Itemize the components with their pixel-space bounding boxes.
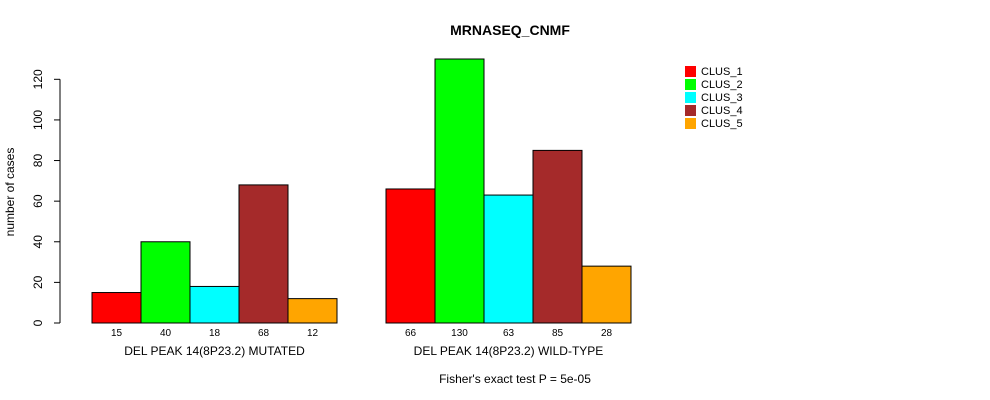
bar-clus-4-group-2: [532, 149, 583, 324]
legend-swatch-clus-1: [685, 66, 696, 77]
bar-clus-1-group-1: [91, 292, 142, 324]
legend-label: CLUS_1: [701, 66, 743, 78]
bar-value-label: 63: [503, 328, 515, 339]
bar-value-label: 12: [307, 328, 319, 339]
legend-swatch-clus-4: [685, 105, 696, 116]
bar-clus-4-group-1: [238, 184, 289, 324]
bar-value-labels: 15 40 18 68 12 66 130 63 85 28: [111, 328, 613, 339]
bar-clus-2-group-1: [140, 241, 191, 324]
chart-title: MRNASEQ_CNMF: [450, 22, 570, 38]
bar-value-label: 66: [405, 328, 417, 339]
fisher-test-footnote: Fisher's exact test P = 5e-05: [439, 372, 591, 386]
group-label-2: DEL PEAK 14(8P23.2) WILD-TYPE: [414, 344, 604, 358]
legend-swatch-clus-5: [685, 118, 696, 129]
y-tick-label: 0: [31, 319, 45, 326]
legend-label: CLUS_5: [701, 118, 743, 130]
bar-value-label: 15: [111, 328, 123, 339]
bar-value-label: 68: [258, 328, 270, 339]
bar-value-label: 85: [552, 328, 564, 339]
bar-value-label: 18: [209, 328, 221, 339]
group-label-1: DEL PEAK 14(8P23.2) MUTATED: [124, 344, 305, 358]
legend-swatch-clus-2: [685, 79, 696, 90]
y-tick-label: 40: [31, 235, 45, 249]
y-tick-label: 60: [31, 194, 45, 208]
y-tick-label: 120: [31, 69, 45, 89]
legend-label: CLUS_3: [701, 92, 743, 104]
bar-clus-5-group-1: [287, 298, 338, 324]
legend-label: CLUS_2: [701, 79, 743, 91]
y-tick-label: 100: [31, 110, 45, 130]
y-axis: 0 20 40 60 80 100 120: [31, 69, 61, 326]
bar-clus-3-group-1: [189, 285, 240, 324]
bar-clus-1-group-2: [385, 188, 436, 324]
bar-value-label: 28: [601, 328, 613, 339]
y-axis-label: number of cases: [3, 148, 17, 237]
bar-clus-2-group-2: [434, 58, 485, 324]
legend-swatch-clus-3: [685, 92, 696, 103]
y-tick-label: 80: [31, 154, 45, 168]
bars: [91, 58, 632, 324]
bar-clus-3-group-2: [483, 194, 534, 324]
bar-value-label: 130: [451, 328, 468, 339]
legend-label: CLUS_4: [701, 105, 743, 117]
bar-value-label: 40: [160, 328, 172, 339]
y-tick-label: 20: [31, 275, 45, 289]
group-labels: DEL PEAK 14(8P23.2) MUTATED DEL PEAK 14(8…: [124, 344, 603, 358]
bar-clus-5-group-2: [581, 265, 632, 324]
